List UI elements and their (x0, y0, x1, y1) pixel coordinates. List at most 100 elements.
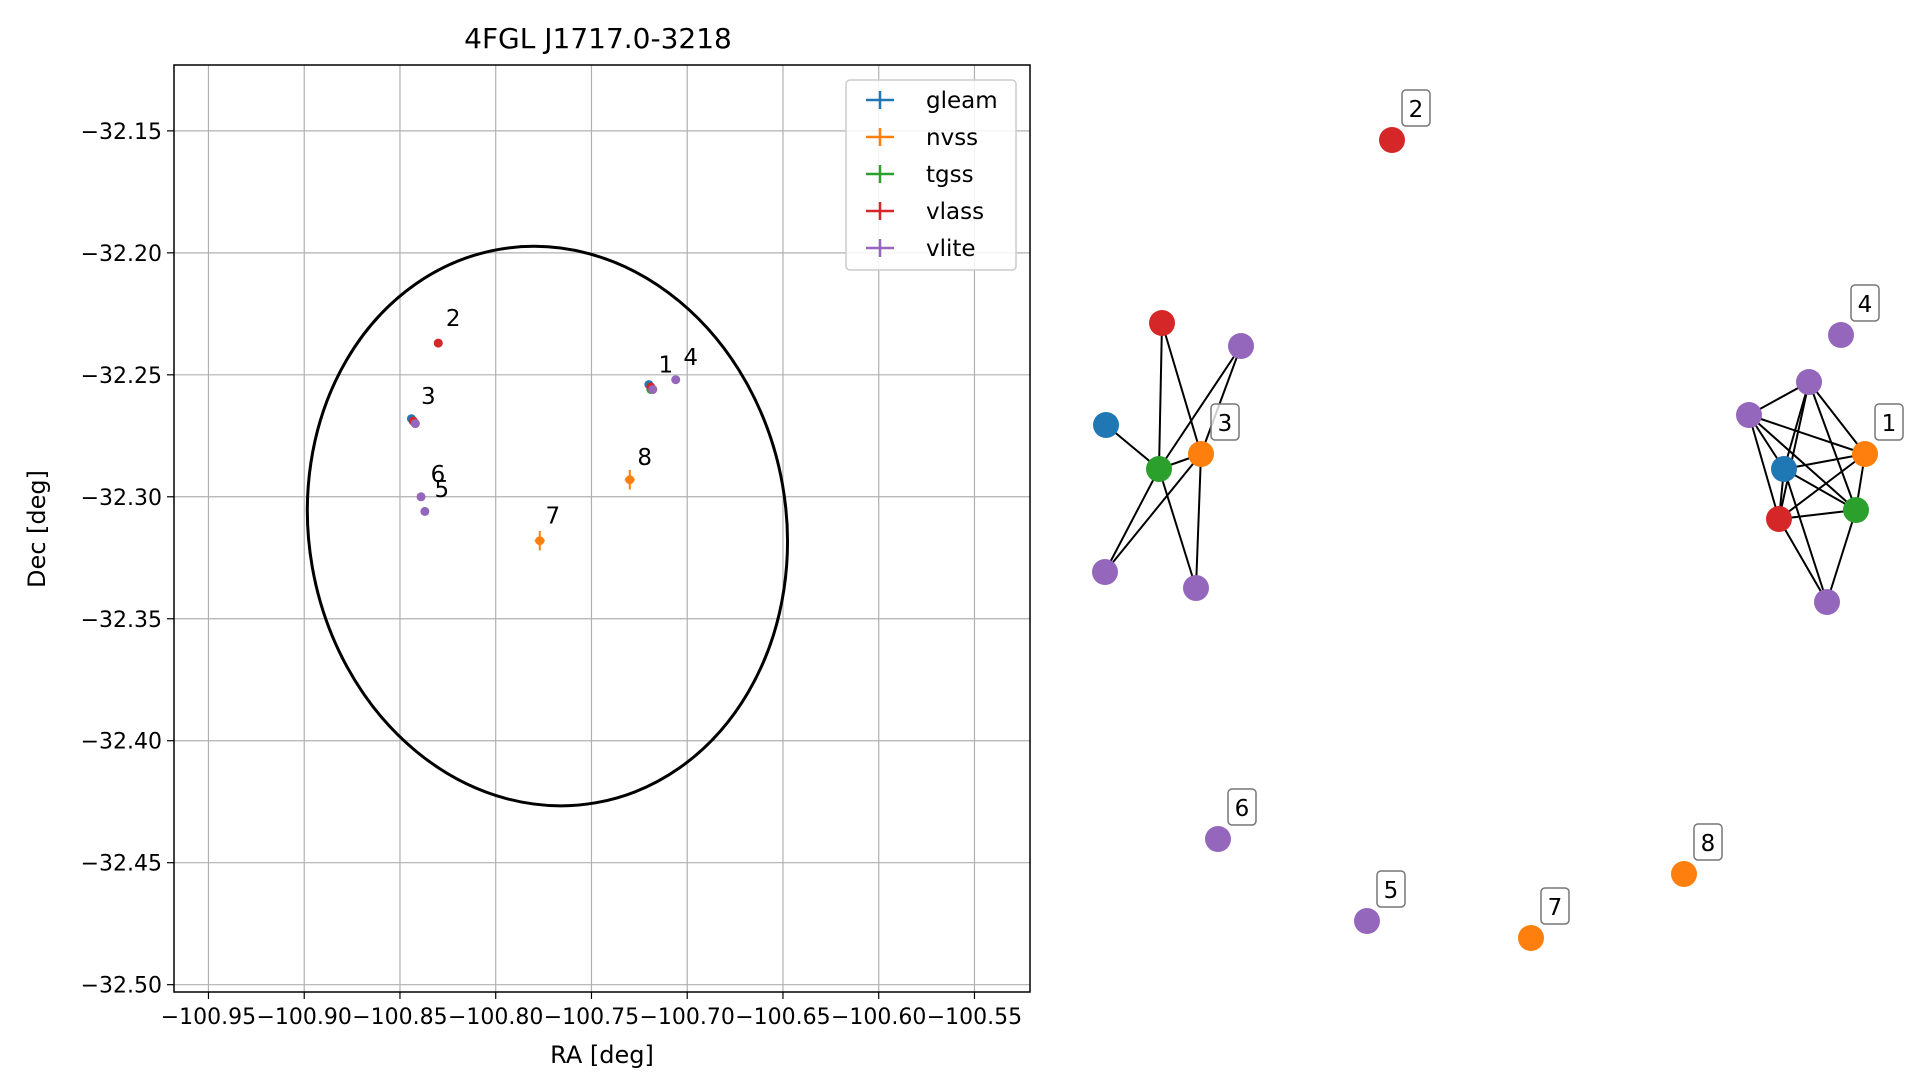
graph-edge (1783, 468, 1828, 603)
data-points (406, 338, 681, 551)
graph-node (1796, 369, 1822, 395)
graph-edge (1104, 468, 1160, 573)
x-tick-label: −100.80 (448, 1005, 543, 1030)
point-label: 1 (658, 352, 673, 378)
point-label: 6 (431, 462, 446, 488)
graph-edge (1161, 322, 1202, 455)
graph-label: 8 (1701, 831, 1716, 857)
x-tick-label: −100.90 (257, 1005, 352, 1030)
y-tick-label: −32.30 (81, 486, 162, 511)
graph-label-box (1401, 89, 1431, 127)
nvss-point (625, 475, 635, 485)
graph-node (1852, 441, 1878, 467)
y-tick-label: −32.50 (81, 974, 162, 999)
graph-node (1092, 559, 1118, 585)
graph-label-box (1693, 823, 1723, 861)
point-label: 3 (421, 384, 436, 410)
graph-node (1188, 441, 1214, 467)
graph-edge (1778, 381, 1810, 520)
x-tick-label: −100.65 (735, 1005, 830, 1030)
graph-label: 2 (1409, 97, 1424, 123)
vlite-point (671, 375, 681, 385)
graph-node (1379, 127, 1405, 153)
graph-label-box (1850, 284, 1880, 322)
graph-edge (1808, 381, 1866, 455)
x-axis-label: RA [deg] (550, 1041, 654, 1069)
legend-label: vlass (926, 199, 984, 225)
network-graph: 3 1 2 4 6 5 7 8 (1092, 89, 1904, 951)
plot-frame (173, 64, 1031, 993)
nvss-point (535, 536, 545, 546)
graph-label-box (1376, 870, 1406, 908)
y-axis-label: Dec [deg] (23, 470, 51, 588)
chart-title: 4FGL J1717.0-3218 (464, 22, 732, 55)
graph-node (1828, 322, 1854, 348)
graph-label: 1 (1882, 411, 1897, 437)
graph-node (1149, 310, 1175, 336)
point-label: 8 (637, 445, 652, 471)
graph-node (1228, 333, 1254, 359)
vlite-point (420, 506, 430, 516)
graph-node (1518, 925, 1544, 951)
graph-edge (1200, 345, 1242, 455)
graph-edge (1778, 453, 1866, 520)
graph-label-box (1227, 788, 1257, 826)
point-annotations: 1 4 2 3 65 8 7 (421, 306, 698, 530)
legend-box (845, 79, 1017, 271)
graph-edge (1158, 345, 1242, 470)
vlite-point (416, 492, 426, 502)
graph-node (1093, 412, 1119, 438)
graph-node (1814, 589, 1840, 615)
x-tick-label: −100.95 (161, 1005, 256, 1030)
graph-edge (1783, 453, 1866, 470)
graph-edge (1104, 453, 1202, 573)
graph-label-box (1210, 403, 1240, 441)
legend-label: vlite (926, 236, 976, 262)
graph-node (1736, 402, 1762, 428)
graph-edge (1748, 414, 1866, 455)
graph-node (1354, 908, 1380, 934)
graph-node (1205, 826, 1231, 852)
graph-node (1183, 575, 1209, 601)
point-label: 5 (434, 477, 449, 503)
x-tick-label: −100.70 (640, 1005, 735, 1030)
graph-node (1843, 497, 1869, 523)
graph-edge (1808, 381, 1857, 511)
scatter-chart: 4FGL J1717.0-3218 1 4 2 3 65 8 7 −100.95 −100.9… (23, 22, 1031, 1069)
vlass-point (433, 338, 443, 348)
graph-label-box (1874, 403, 1904, 441)
graph-labels: 3 1 2 4 6 5 7 8 (1210, 89, 1904, 925)
graph-edge (1158, 322, 1163, 470)
x-axis-ticks: −100.95 −100.90 −100.85 −100.80 −100.75 −100.… (161, 992, 1022, 1030)
graph-edges (1104, 322, 1866, 603)
legend-label: tgss (926, 162, 974, 188)
point-label: 7 (546, 504, 561, 530)
x-tick-label: −100.55 (927, 1005, 1022, 1030)
legend-label: gleam (926, 88, 998, 114)
y-tick-label: −32.20 (81, 242, 162, 267)
graph-edge (1826, 509, 1857, 603)
legend-label: nvss (926, 125, 978, 151)
legend: gleam nvss tgss vlass vlite (845, 79, 1017, 271)
vlite-point (648, 384, 658, 394)
graph-node (1146, 456, 1172, 482)
graph-edge (1778, 518, 1828, 603)
x-tick-label: −100.75 (544, 1005, 639, 1030)
graph-label: 6 (1235, 796, 1250, 822)
graph-edge (1748, 414, 1780, 520)
x-tick-label: −100.85 (352, 1005, 447, 1030)
graph-edge (1783, 468, 1857, 511)
graph-label: 4 (1858, 292, 1873, 318)
uncertainty-ellipse (305, 244, 789, 808)
graph-edge (1748, 414, 1857, 511)
point-label: 4 (683, 345, 698, 371)
y-tick-label: −32.15 (81, 120, 162, 145)
y-tick-label: −32.45 (81, 852, 162, 877)
error-ellipse (305, 244, 789, 808)
graph-node (1766, 506, 1792, 532)
graph-label: 7 (1548, 895, 1563, 921)
graph-label: 5 (1384, 878, 1399, 904)
y-tick-label: −32.35 (81, 608, 162, 633)
graph-label-box (1540, 887, 1570, 925)
